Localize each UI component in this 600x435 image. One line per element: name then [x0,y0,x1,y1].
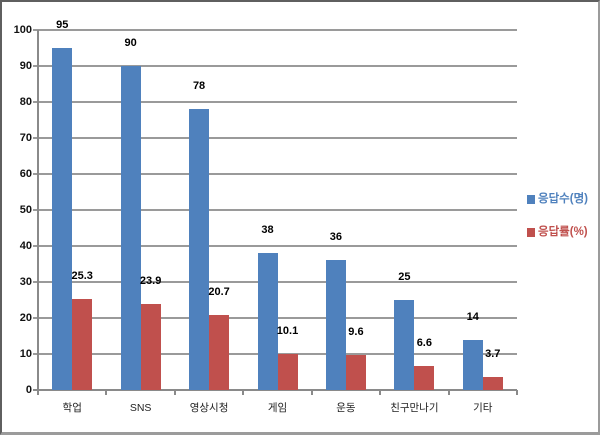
bar-rate-0 [72,298,93,390]
bar-value-label-rate-1: 23.9 [139,274,162,287]
gridline-50 [33,209,517,211]
bar-value-label-responses-3: 38 [261,224,274,237]
y-tick-label-0: 0 [25,384,32,396]
bar-rate-5 [414,366,435,390]
x-category-label-5: 친구만나기 [390,402,439,414]
y-tick-label-40: 40 [19,240,32,252]
bar-responses-0 [52,48,73,390]
bar-value-label-rate-5: 6.6 [416,337,432,350]
gridline-80 [33,101,517,103]
legend-swatch-rate-icon [527,227,535,237]
bar-value-label-responses-5: 25 [398,271,411,283]
y-tick-label-70: 70 [19,132,32,144]
bar-value-label-rate-2: 20.7 [208,286,230,299]
bar-rate-6 [482,376,503,390]
gridline-70 [33,137,517,139]
bar-value-label-responses-2: 78 [192,80,206,93]
bar-value-label-rate-3: 10.1 [276,324,299,337]
x-category-label-1: SNS [129,402,152,414]
legend-label-responses: 응답수(명) [538,193,588,205]
x-axis-tick-2 [173,390,176,395]
legend-label-rate: 응답률(%) [538,226,588,238]
legend-swatch-responses-icon [527,194,535,204]
y-tick-label-60: 60 [19,168,32,180]
x-category-label-2: 영상시청 [189,402,229,414]
bar-responses-2 [189,109,210,390]
x-axis-tick-5 [379,390,382,395]
legend-item-responses: 응답수(명) [527,192,588,206]
legend: 응답수(명) 응답률(%) [527,192,588,258]
bar-rate-4 [345,355,366,390]
bar-value-label-rate-6: 3.7 [485,347,501,360]
bar-responses-4 [325,260,346,390]
legend-item-rate: 응답률(%) [527,225,588,239]
y-axis-line [37,30,39,394]
x-category-label-4: 운동 [336,402,356,414]
x-axis-tick-3 [242,390,245,395]
y-tick-label-80: 80 [19,96,32,108]
bar-rate-3 [277,353,298,390]
bar-value-label-responses-4: 36 [329,231,343,244]
bar-rate-2 [209,315,230,390]
x-axis-line [33,389,517,391]
gridline-60 [33,173,517,175]
bar-responses-3 [257,253,278,390]
bar-rate-1 [140,303,161,390]
bar-responses-5 [394,300,415,390]
y-tick-label-100: 100 [13,24,32,36]
bar-responses-6 [462,339,483,390]
x-axis-tick-0 [37,390,39,395]
bar-value-label-responses-6: 14 [466,310,479,323]
x-category-label-3: 게임 [267,402,288,414]
bar-value-label-rate-4: 9.6 [348,326,364,339]
bar-value-label-responses-1: 90 [124,37,137,49]
x-category-label-0: 학업 [62,402,82,414]
x-axis-tick-4 [310,390,313,395]
gridline-40 [33,245,517,247]
y-tick-label-10: 10 [19,348,32,360]
bar-value-label-rate-0: 25.3 [71,269,93,282]
gridline-90 [33,65,517,67]
gridline-100 [33,29,517,31]
x-axis-tick-1 [105,390,108,395]
x-axis-tick-6 [447,390,450,395]
x-category-label-6: 기타 [473,402,493,414]
bar-responses-1 [120,66,141,390]
y-tick-label-90: 90 [19,60,32,72]
y-tick-label-30: 30 [19,276,32,288]
x-axis-tick-7 [516,390,518,395]
y-tick-label-20: 20 [19,312,32,324]
bar-value-label-responses-0: 95 [56,19,69,31]
y-tick-label-50: 50 [19,204,32,216]
